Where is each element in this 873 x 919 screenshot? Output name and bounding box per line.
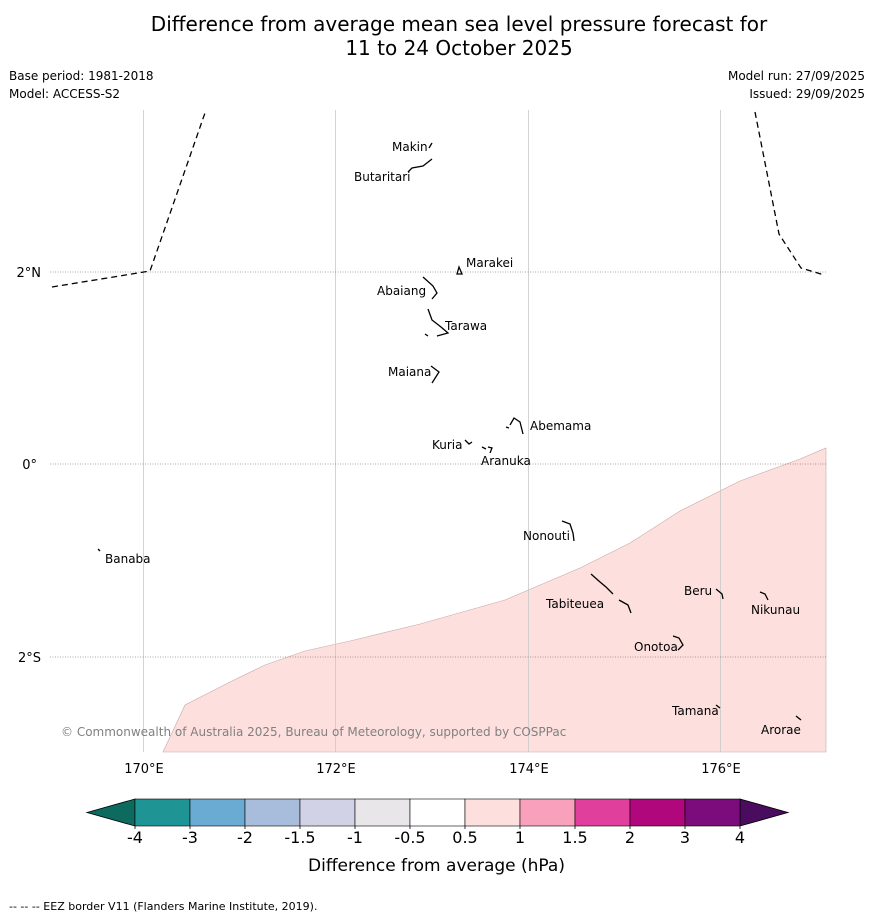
label-banaba: Banaba xyxy=(105,552,151,566)
island-abemama-outline xyxy=(509,417,524,435)
label-abaiang: Abaiang xyxy=(377,284,426,298)
label-tamana: Tamana xyxy=(671,704,719,718)
colorbar-swatch xyxy=(134,798,191,827)
colorbar-tick-label: 1.5 xyxy=(562,828,587,847)
eez-border-west xyxy=(51,109,207,288)
colorbar-tick-label: -3 xyxy=(182,828,198,847)
island-butaritari-outline xyxy=(407,158,433,173)
colorbar-tick-label: -2 xyxy=(237,828,253,847)
parallel-lines xyxy=(50,271,826,658)
label-arorae: Arorae xyxy=(761,723,801,737)
chart-title: Difference from average mean sea level p… xyxy=(0,12,873,60)
colorbar-tick-label: 3 xyxy=(680,828,690,847)
label-abemama: Abemama xyxy=(530,419,591,433)
colorbar-tick-label: -1.5 xyxy=(284,828,315,847)
label-tabiteuea: Tabiteuea xyxy=(545,597,604,611)
lon-label-174: 174°E xyxy=(509,762,549,777)
colorbar-swatch xyxy=(189,798,246,827)
colorbar-tick-label: -4 xyxy=(127,828,143,847)
colorbar-tick-label: -1 xyxy=(347,828,363,847)
colorbar-swatch xyxy=(299,798,356,827)
colorbar-tick-label: 0.5 xyxy=(452,828,477,847)
eez-border xyxy=(51,109,825,288)
label-aranuka: Aranuka xyxy=(481,454,531,468)
label-nonouti: Nonouti xyxy=(523,529,570,543)
island-arorae-outline xyxy=(795,715,802,721)
lat-label-2n: 2°N xyxy=(17,266,42,281)
colorbar-title: Difference from average (hPa) xyxy=(308,856,565,876)
lon-label-176: 176°E xyxy=(701,762,741,777)
island-tarawa-outline xyxy=(427,308,450,337)
island-kuria-outline xyxy=(464,439,473,445)
base-period: Base period: 1981-2018 xyxy=(9,69,154,83)
label-marakei: Marakei xyxy=(466,256,513,270)
lon-label-170: 170°E xyxy=(124,762,164,777)
colorbar-swatch xyxy=(354,798,411,827)
colorbar-swatch xyxy=(409,798,466,827)
label-kuria: Kuria xyxy=(432,438,463,452)
axis-labels: 2°N 0° 2°S 170°E 172°E 174°E 176°E xyxy=(17,266,741,777)
island-marakei-outline xyxy=(456,265,463,275)
island-banaba-outline xyxy=(97,548,101,552)
model-run: Model run: 27/09/2025 xyxy=(727,69,865,83)
colorbar-swatch xyxy=(574,798,631,827)
island-makin-outline xyxy=(428,142,433,149)
island-abaiang-outline xyxy=(422,276,438,300)
island-nonouti-outline xyxy=(561,520,575,542)
label-makin: Makin xyxy=(392,140,428,154)
place-labels: Makin Butaritari Marakei Abaiang Tarawa … xyxy=(105,140,801,737)
island-outlines xyxy=(97,142,802,721)
colorbar-tick-label: 2 xyxy=(625,828,635,847)
island-onotoa-outline xyxy=(672,635,684,651)
anomaly-region xyxy=(162,447,827,753)
label-onotoa: Onotoa xyxy=(634,640,678,654)
colorbar-swatch xyxy=(629,798,686,827)
title-line-1: Difference from average mean sea level p… xyxy=(150,12,768,36)
colorbar-under-arrow xyxy=(85,798,136,827)
colorbar-over-arrow xyxy=(739,798,790,827)
lon-label-172: 172°E xyxy=(316,762,356,777)
colorbar-tick-label: 4 xyxy=(735,828,745,847)
lat-label-0: 0° xyxy=(22,458,37,473)
label-nikunau: Nikunau xyxy=(751,603,800,617)
copyright-notice: © Commonwealth of Australia 2025, Bureau… xyxy=(61,725,566,739)
island-maiana-outline xyxy=(430,365,440,384)
label-butaritari: Butaritari xyxy=(354,170,411,184)
island-aranuka-outline xyxy=(481,446,493,454)
eez-border-east xyxy=(754,111,825,276)
island-tamana-outline xyxy=(715,704,721,709)
issued-date: Issued: 29/09/2025 xyxy=(749,87,865,101)
title-line-2: 11 to 24 October 2025 xyxy=(345,36,573,60)
colorbar: -4 -3 -2 -1.5 -1 -0.5 0.5 1 1.5 2 3 4 xyxy=(85,798,790,847)
colorbar-tick-label: -0.5 xyxy=(394,828,425,847)
colorbar-tick-label: 1 xyxy=(515,828,525,847)
island-abemama-islet xyxy=(505,426,510,429)
model-name: Model: ACCESS-S2 xyxy=(9,87,121,101)
lat-label-2s: 2°S xyxy=(18,651,41,666)
colorbar-swatch xyxy=(244,798,301,827)
label-maiana: Maiana xyxy=(388,365,431,379)
meridian-lines xyxy=(143,110,721,752)
label-tarawa: Tarawa xyxy=(444,319,487,333)
colorbar-swatch xyxy=(464,798,521,827)
colorbar-swatch xyxy=(684,798,741,827)
colorbar-swatch xyxy=(519,798,576,827)
island-beru-outline xyxy=(715,588,724,600)
island-nikunau-outline xyxy=(759,591,769,601)
island-tarawa-south xyxy=(424,333,429,337)
label-beru: Beru xyxy=(684,584,712,598)
island-tabiteuea-outline xyxy=(590,573,632,614)
footnote-eez: -- -- -- EEZ border V11 (Flanders Marine… xyxy=(9,900,318,913)
